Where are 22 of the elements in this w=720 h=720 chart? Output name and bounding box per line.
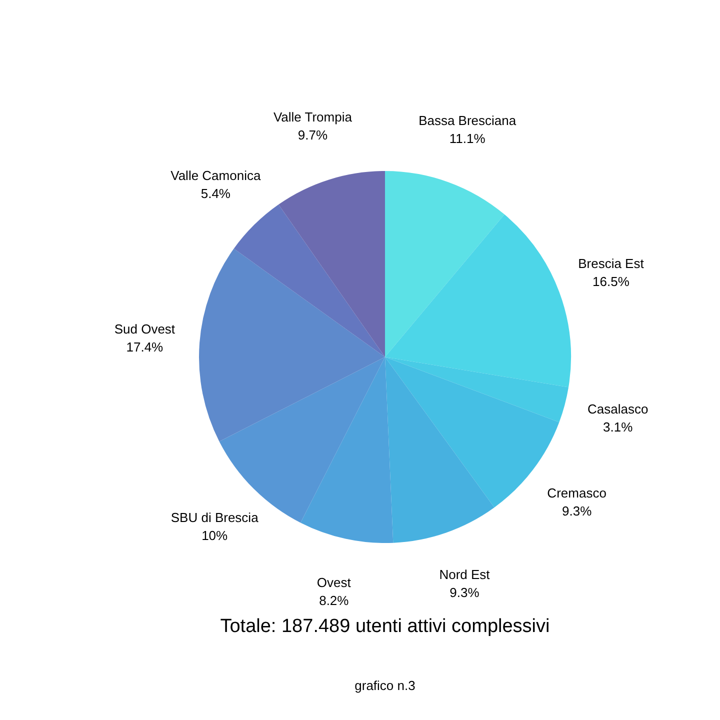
- data-label: 9.3%: [450, 585, 480, 600]
- data-label: 3.1%: [603, 420, 634, 435]
- data-label: 5.4%: [200, 186, 231, 202]
- slice-label: Cremasco: [547, 485, 606, 500]
- slice-label: Ovest: [316, 575, 352, 590]
- slice-label: SBU di Brescia: [170, 510, 260, 525]
- slice-label: Valle Trompia: [273, 110, 353, 125]
- slice-label: Nord Est: [439, 567, 490, 582]
- slice-label: Sud Ovest: [114, 321, 176, 336]
- slice-label: Valle Camonica: [170, 168, 262, 184]
- data-label: 17.4%: [126, 339, 164, 354]
- data-label: 8.2%: [319, 593, 350, 608]
- data-label: 9.7%: [298, 128, 328, 143]
- slice-label: Brescia Est: [578, 256, 644, 271]
- slice-label: Bassa Bresciana: [418, 113, 517, 128]
- data-label: 9.3%: [562, 503, 592, 518]
- text: Totale: 187.489 utenti attivi complessivi: [219, 616, 551, 638]
- data-label: 16.5%: [592, 274, 630, 289]
- text: grafico n.3: [354, 678, 416, 693]
- data-label: 11.1%: [449, 131, 486, 146]
- slice-label: Casalasco: [588, 402, 648, 417]
- data-label: 10%: [202, 528, 228, 543]
